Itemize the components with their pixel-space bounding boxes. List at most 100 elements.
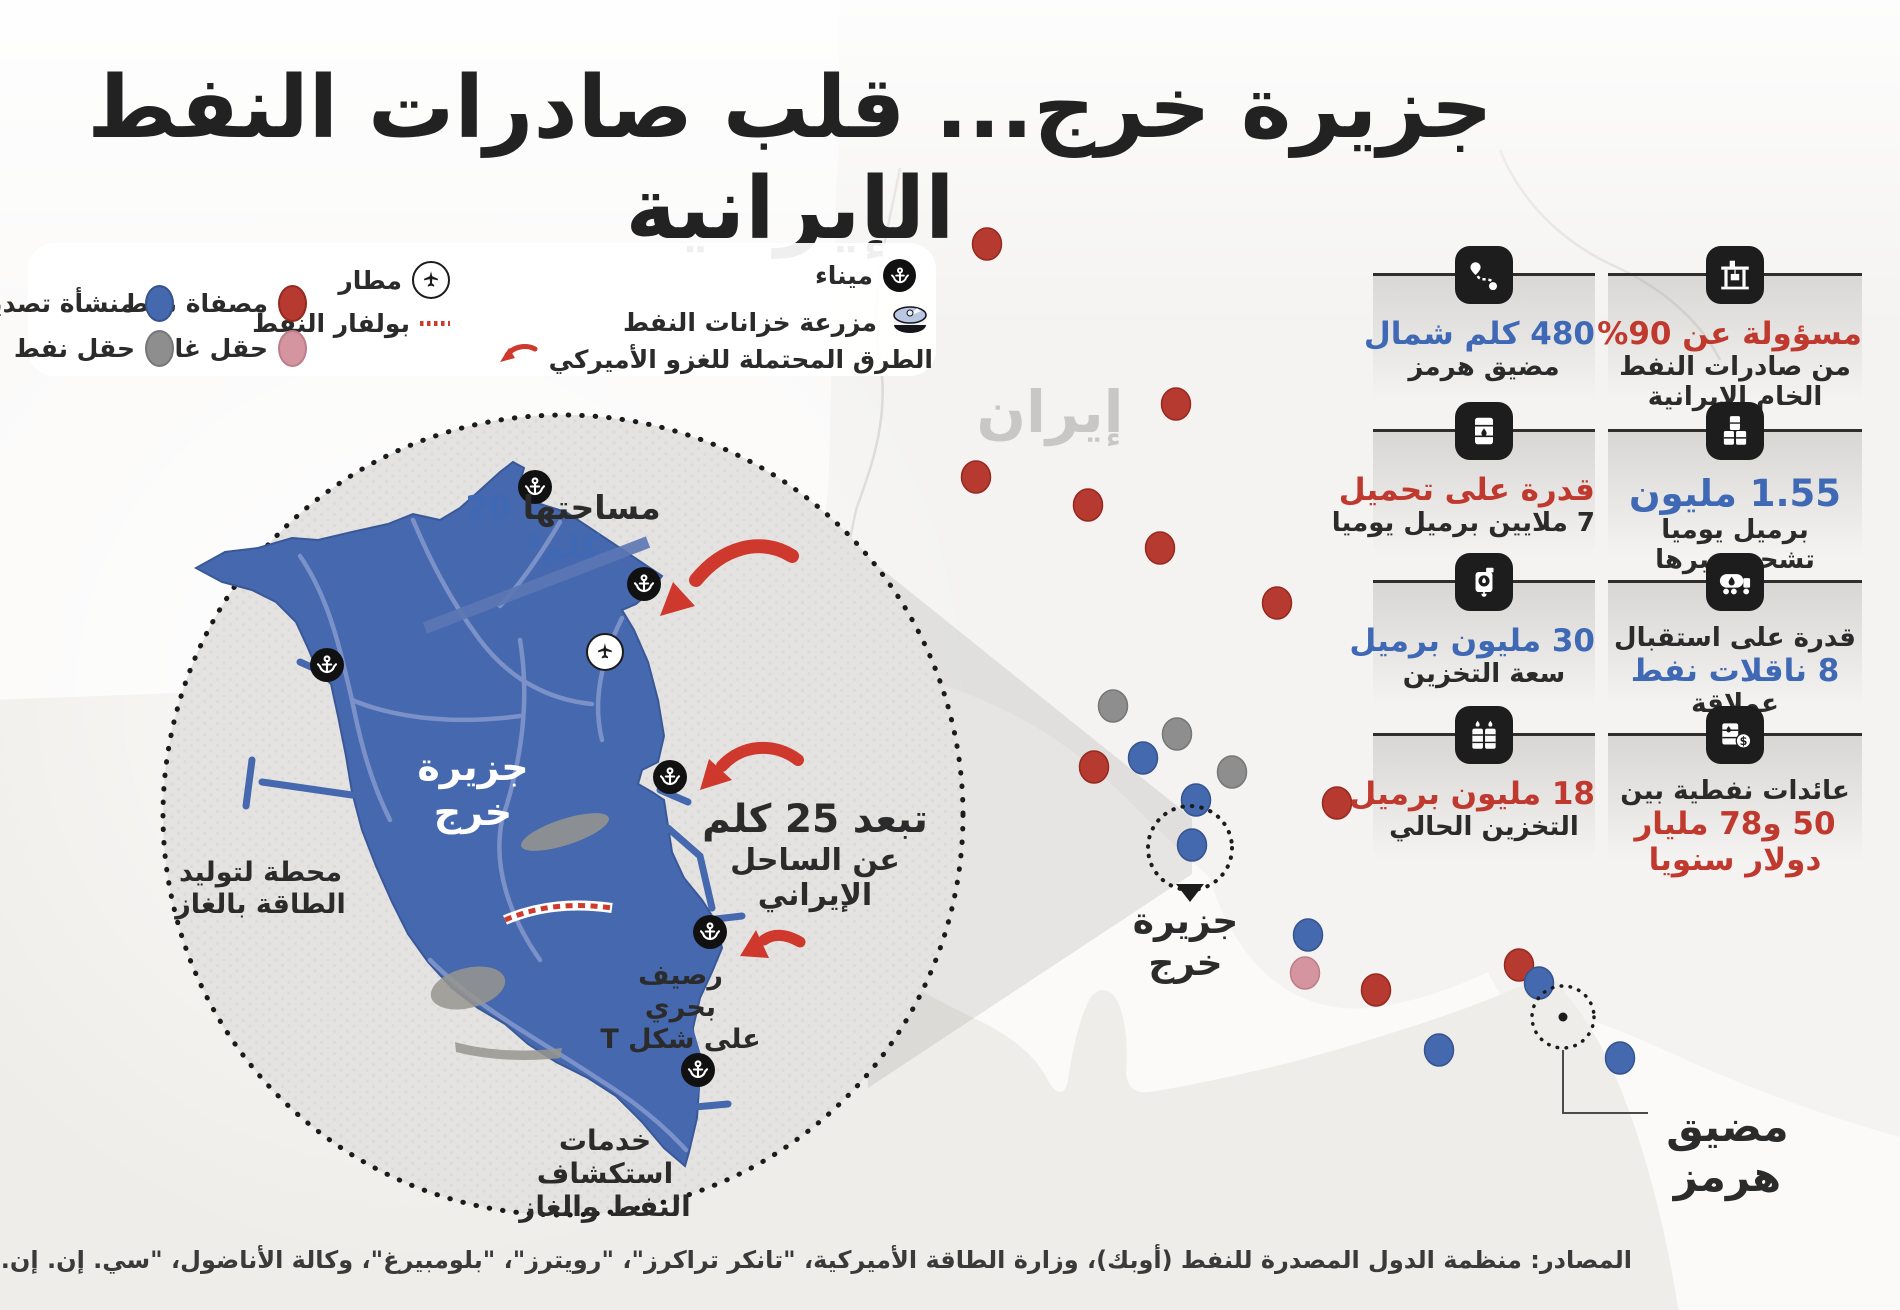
power-station-line: محطة لتوليد xyxy=(178,857,343,888)
legend-label: منشأة تصدير xyxy=(0,289,135,318)
stat-loading-capacity: قدرة على تحميل 7 ملايين برميل يوميا xyxy=(1331,402,1595,556)
kharg-island xyxy=(193,460,724,1168)
export-facility-dot xyxy=(1127,741,1159,775)
oil-field-dot xyxy=(1161,717,1193,751)
kharg-map-line: خرج xyxy=(1148,943,1223,985)
inset-dotted-border xyxy=(160,412,966,1218)
double-barrel-icon xyxy=(1455,706,1513,764)
export-facility-dot xyxy=(1180,783,1212,817)
airplane-icon xyxy=(412,261,450,299)
stat-caption: من صادرات النفط xyxy=(1619,352,1851,382)
export-facility-dot xyxy=(1292,918,1324,952)
island-terrain xyxy=(430,813,609,1060)
export-facility-dot-icon xyxy=(145,285,174,322)
exploration-services-line: خدمات استكشاف xyxy=(536,1124,674,1191)
invasion-route-icon xyxy=(497,342,539,376)
stat-value: 8 ناقلات نفط xyxy=(1630,653,1840,689)
refinery-dot xyxy=(960,460,992,494)
kharg-map-label: جزيرة خرج xyxy=(1118,901,1253,986)
stat-value: دولار سنويا xyxy=(1648,842,1822,878)
stat-caption: عائدات نفطية بين xyxy=(1620,776,1850,806)
kharg-inset xyxy=(160,412,966,1218)
runway xyxy=(422,536,651,634)
tank-farm-icon xyxy=(887,301,933,343)
legend-label: الطرق المحتملة للغزو الأميركي xyxy=(548,344,933,374)
stat-value: 50 و78 مليار xyxy=(1634,806,1836,842)
refinery-dot xyxy=(1261,586,1293,620)
stat-oil-revenues: $ عائدات نفطية بين 50 و78 مليار دولار سن… xyxy=(1608,706,1862,878)
stat-value: 18 مليون برميل xyxy=(1349,776,1595,812)
barrel-dollar-icon: $ xyxy=(1706,706,1764,764)
stat-caption: 7 ملايين برميل يوميا xyxy=(1331,508,1595,538)
oil-barrel-icon xyxy=(1455,402,1513,460)
port-crane-icon xyxy=(1706,246,1764,304)
oil-boulevard-line xyxy=(504,903,613,923)
kharg-pointer-arrow xyxy=(1176,884,1204,902)
stat-caption: التخزين الحالي xyxy=(1389,812,1579,842)
hormuz-pointer-line xyxy=(1562,1050,1648,1114)
legend-item-invasion-routes: الطرق المحتملة للغزو الأميركي xyxy=(497,342,933,376)
invasion-arrows xyxy=(660,539,806,958)
legend-label: ميناء xyxy=(814,261,873,290)
gas-field-dot xyxy=(1289,956,1321,990)
export-facility-dot xyxy=(1523,966,1555,1000)
exploration-services-label: خدمات استكشاف النفط والغاز xyxy=(495,1124,715,1223)
hormuz-label: مضيق هرمز xyxy=(1650,1102,1805,1201)
coast-distance-line: تبعد 25 كلم xyxy=(702,797,928,842)
stat-distance-north: 480 كلم شمال مضيق هرمز xyxy=(1363,246,1595,400)
island-area-label: مساحتها 20 كلم² xyxy=(428,488,698,567)
stat-exports-share: مسؤولة عن 90% من صادرات النفط الخام الإي… xyxy=(1597,246,1862,412)
refinery-dots xyxy=(960,227,1535,1007)
island-name-line: جزيرة xyxy=(417,745,529,789)
invasion-arrow-head xyxy=(660,582,695,616)
oil-tanker-icon xyxy=(1706,553,1764,611)
barrels-stack-icon xyxy=(1706,402,1764,460)
oil-field-dot xyxy=(1216,755,1248,789)
stat-caption: مضيق هرمز xyxy=(1408,352,1560,382)
legend-item-oil-boulevard: بولفار النفط xyxy=(252,309,450,338)
legend-label: مزرعة خزانات النفط xyxy=(622,307,877,337)
legend-item-gas-field: حقل غاز xyxy=(160,330,307,367)
t-pier-line: رصيف بحري xyxy=(638,960,723,1023)
stat-storage-capacity: 30 مليون برميل سعة التخزين xyxy=(1349,553,1595,707)
legend-item-airport: مطار xyxy=(338,261,450,299)
coast-distance-line: عن الساحل الإيراني xyxy=(730,843,900,914)
legend-label: حقل نفط xyxy=(13,334,135,363)
invasion-arrow xyxy=(689,539,799,587)
sources-line: المصادر: منظمة الدول المصدرة للنفط (أوبك… xyxy=(0,1246,1632,1274)
refinery-dot xyxy=(1144,531,1176,565)
iran-label: إيران xyxy=(976,378,1124,446)
stat-caption: برميل يوميا xyxy=(1661,515,1809,545)
oil-field-dot xyxy=(1097,689,1129,723)
refinery-dot-icon xyxy=(278,285,307,322)
jerrican-icon xyxy=(1455,553,1513,611)
legend-item-export-facility: منشأة تصدير xyxy=(0,285,174,322)
route-icon xyxy=(1455,246,1513,304)
stat-value: 480 كلم شمال xyxy=(1363,316,1595,352)
refinery-dot xyxy=(1078,750,1110,784)
refinery-dot xyxy=(1160,387,1192,421)
legend: ميناء مزرعة خزانات النفط الطرق المحتملة … xyxy=(0,243,936,376)
stat-value: قدرة على تحميل xyxy=(1338,472,1595,508)
export-facility-dot xyxy=(1604,1041,1636,1075)
legend-item-tank-farm: مزرعة خزانات النفط xyxy=(623,301,933,343)
export-facility-dot xyxy=(1423,1033,1455,1067)
invasion-arrow xyxy=(758,929,806,948)
legend-item-oil-field: حقل نفط xyxy=(14,330,174,367)
coast-distance-label: تبعد 25 كلم عن الساحل الإيراني xyxy=(680,797,950,914)
stat-tanker-capacity: قدرة على استقبال 8 ناقلات نفط عملاقة xyxy=(1608,553,1862,719)
export-facility-dot xyxy=(1176,828,1208,862)
invasion-arrow xyxy=(716,741,804,772)
anchor-icon xyxy=(883,259,916,292)
refinery-dot xyxy=(1072,488,1104,522)
svg-text:$: $ xyxy=(1740,735,1748,748)
t-pier-line: على شكل T xyxy=(600,1023,761,1055)
island-name-line: خرج xyxy=(433,789,513,834)
oil-boulevard-icon xyxy=(420,321,450,326)
refinery-dot xyxy=(971,227,1003,261)
stat-value: 30 مليون برميل xyxy=(1349,623,1595,659)
stat-value: مسؤولة عن 90% xyxy=(1597,316,1862,352)
t-pier-label: رصيف بحري على شكل T xyxy=(598,960,763,1056)
power-station-label: محطة لتوليد الطاقة بالغاز xyxy=(148,857,373,921)
